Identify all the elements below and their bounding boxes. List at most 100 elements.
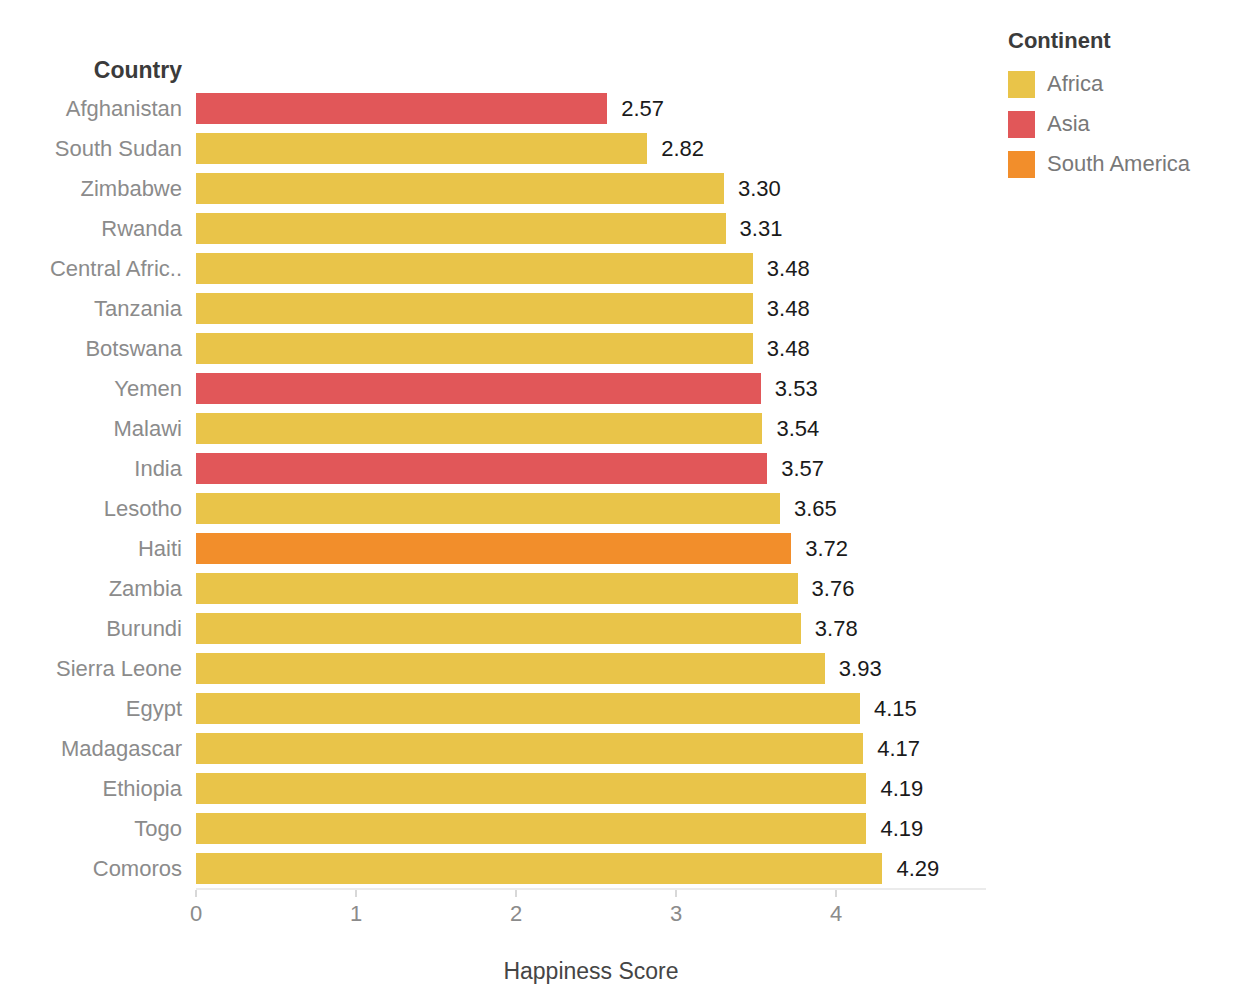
happiness-bar-chart: Country Afghanistan2.57South Sudan2.82Zi… [0,0,1241,995]
legend-item-south-america[interactable]: South America [1008,144,1233,184]
bar-area: 4.19 [196,769,1241,809]
country-label: Yemen [0,376,196,402]
bar-area: 4.17 [196,729,1241,769]
value-label: 3.31 [740,216,783,242]
table-row: Zambia3.76 [0,569,1241,609]
value-label: 3.48 [767,336,810,362]
bar-area: 3.48 [196,249,1241,289]
table-row: Togo4.19 [0,809,1241,849]
country-label: Tanzania [0,296,196,322]
bar-area: 4.19 [196,809,1241,849]
bar-area: 3.31 [196,209,1241,249]
x-axis-title: Happiness Score [196,958,986,985]
country-label: Sierra Leone [0,656,196,682]
country-label: Burundi [0,616,196,642]
legend-label: Asia [1047,111,1090,137]
value-label: 3.57 [781,456,824,482]
tick-label: 0 [190,901,202,927]
country-label: Ethiopia [0,776,196,802]
bar-area: 3.53 [196,369,1241,409]
legend-swatch[interactable] [1008,111,1035,138]
country-label: Rwanda [0,216,196,242]
tick-mark [835,890,837,897]
tick-label: 1 [350,901,362,927]
table-row: Lesotho 3.65 [0,489,1241,529]
country-label: India [0,456,196,482]
legend-label: Africa [1047,71,1103,97]
bar-africa[interactable] [196,133,647,164]
bar-africa[interactable] [196,653,825,684]
bar-africa[interactable] [196,733,863,764]
value-label: 4.19 [880,776,923,802]
value-label: 4.17 [877,736,920,762]
country-label: Lesotho [0,496,196,522]
legend-swatch[interactable] [1008,151,1035,178]
bar-area: 3.57 [196,449,1241,489]
country-label: Central Afric.. [0,256,196,282]
bar-area: 4.15 [196,689,1241,729]
bar-area: 3.48 [196,329,1241,369]
bar-africa[interactable] [196,173,724,204]
bar-africa[interactable] [196,853,882,884]
table-row: Malawi 3.54 [0,409,1241,449]
country-label: Togo [0,816,196,842]
bar-africa[interactable] [196,493,780,524]
table-row: Central Afric.. 3.48 [0,249,1241,289]
x-axis-line [196,888,986,890]
country-label: Madagascar [0,736,196,762]
bar-africa[interactable] [196,693,860,724]
country-label: Zambia [0,576,196,602]
table-row: India 3.57 [0,449,1241,489]
country-label: Afghanistan [0,96,196,122]
table-row: Sierra Leone 3.93 [0,649,1241,689]
country-label: Malawi [0,416,196,442]
table-row: Botswana 3.48 [0,329,1241,369]
bar-africa[interactable] [196,813,866,844]
value-label: 4.15 [874,696,917,722]
bar-africa[interactable] [196,773,866,804]
bar-africa[interactable] [196,413,762,444]
legend-items: Africa Asia South America [1008,64,1233,184]
table-row: Comoros4.29 [0,849,1241,889]
bar-africa[interactable] [196,333,753,364]
table-row: Egypt 4.15 [0,689,1241,729]
table-row: Haiti3.72 [0,529,1241,569]
bar-africa[interactable] [196,573,798,604]
value-label: 3.78 [815,616,858,642]
table-row: Tanzania3.48 [0,289,1241,329]
value-label: 3.54 [776,416,819,442]
table-row: Rwanda 3.31 [0,209,1241,249]
bar-area: 3.54 [196,409,1241,449]
country-column-header: Country [0,57,196,84]
tick-mark [355,890,357,897]
bar-asia[interactable] [196,373,761,404]
tick-mark [195,890,197,897]
tick-mark [515,890,517,897]
value-label: 2.82 [661,136,704,162]
value-label: 3.93 [839,656,882,682]
bar-area: 3.48 [196,289,1241,329]
country-label: Botswana [0,336,196,362]
bar-asia[interactable] [196,93,607,124]
table-row: Ethiopia 4.19 [0,769,1241,809]
country-label: Egypt [0,696,196,722]
value-label: 3.48 [767,256,810,282]
bar-asia[interactable] [196,453,767,484]
country-label: Comoros [0,856,196,882]
value-label: 3.72 [805,536,848,562]
bar-area: 3.72 [196,529,1241,569]
continent-legend: Continent AfricaAsiaSouth America [1008,28,1233,184]
legend-swatch[interactable] [1008,71,1035,98]
bar-africa[interactable] [196,293,753,324]
value-label: 3.65 [794,496,837,522]
bar-south-america[interactable] [196,533,791,564]
country-label: Zimbabwe [0,176,196,202]
bar-area: 4.29 [196,849,1241,889]
value-label: 3.53 [775,376,818,402]
bar-africa[interactable] [196,613,801,644]
bar-africa[interactable] [196,213,726,244]
table-row: Yemen 3.53 [0,369,1241,409]
bar-africa[interactable] [196,253,753,284]
legend-item-africa[interactable]: Africa [1008,64,1233,104]
legend-item-asia[interactable]: Asia [1008,104,1233,144]
